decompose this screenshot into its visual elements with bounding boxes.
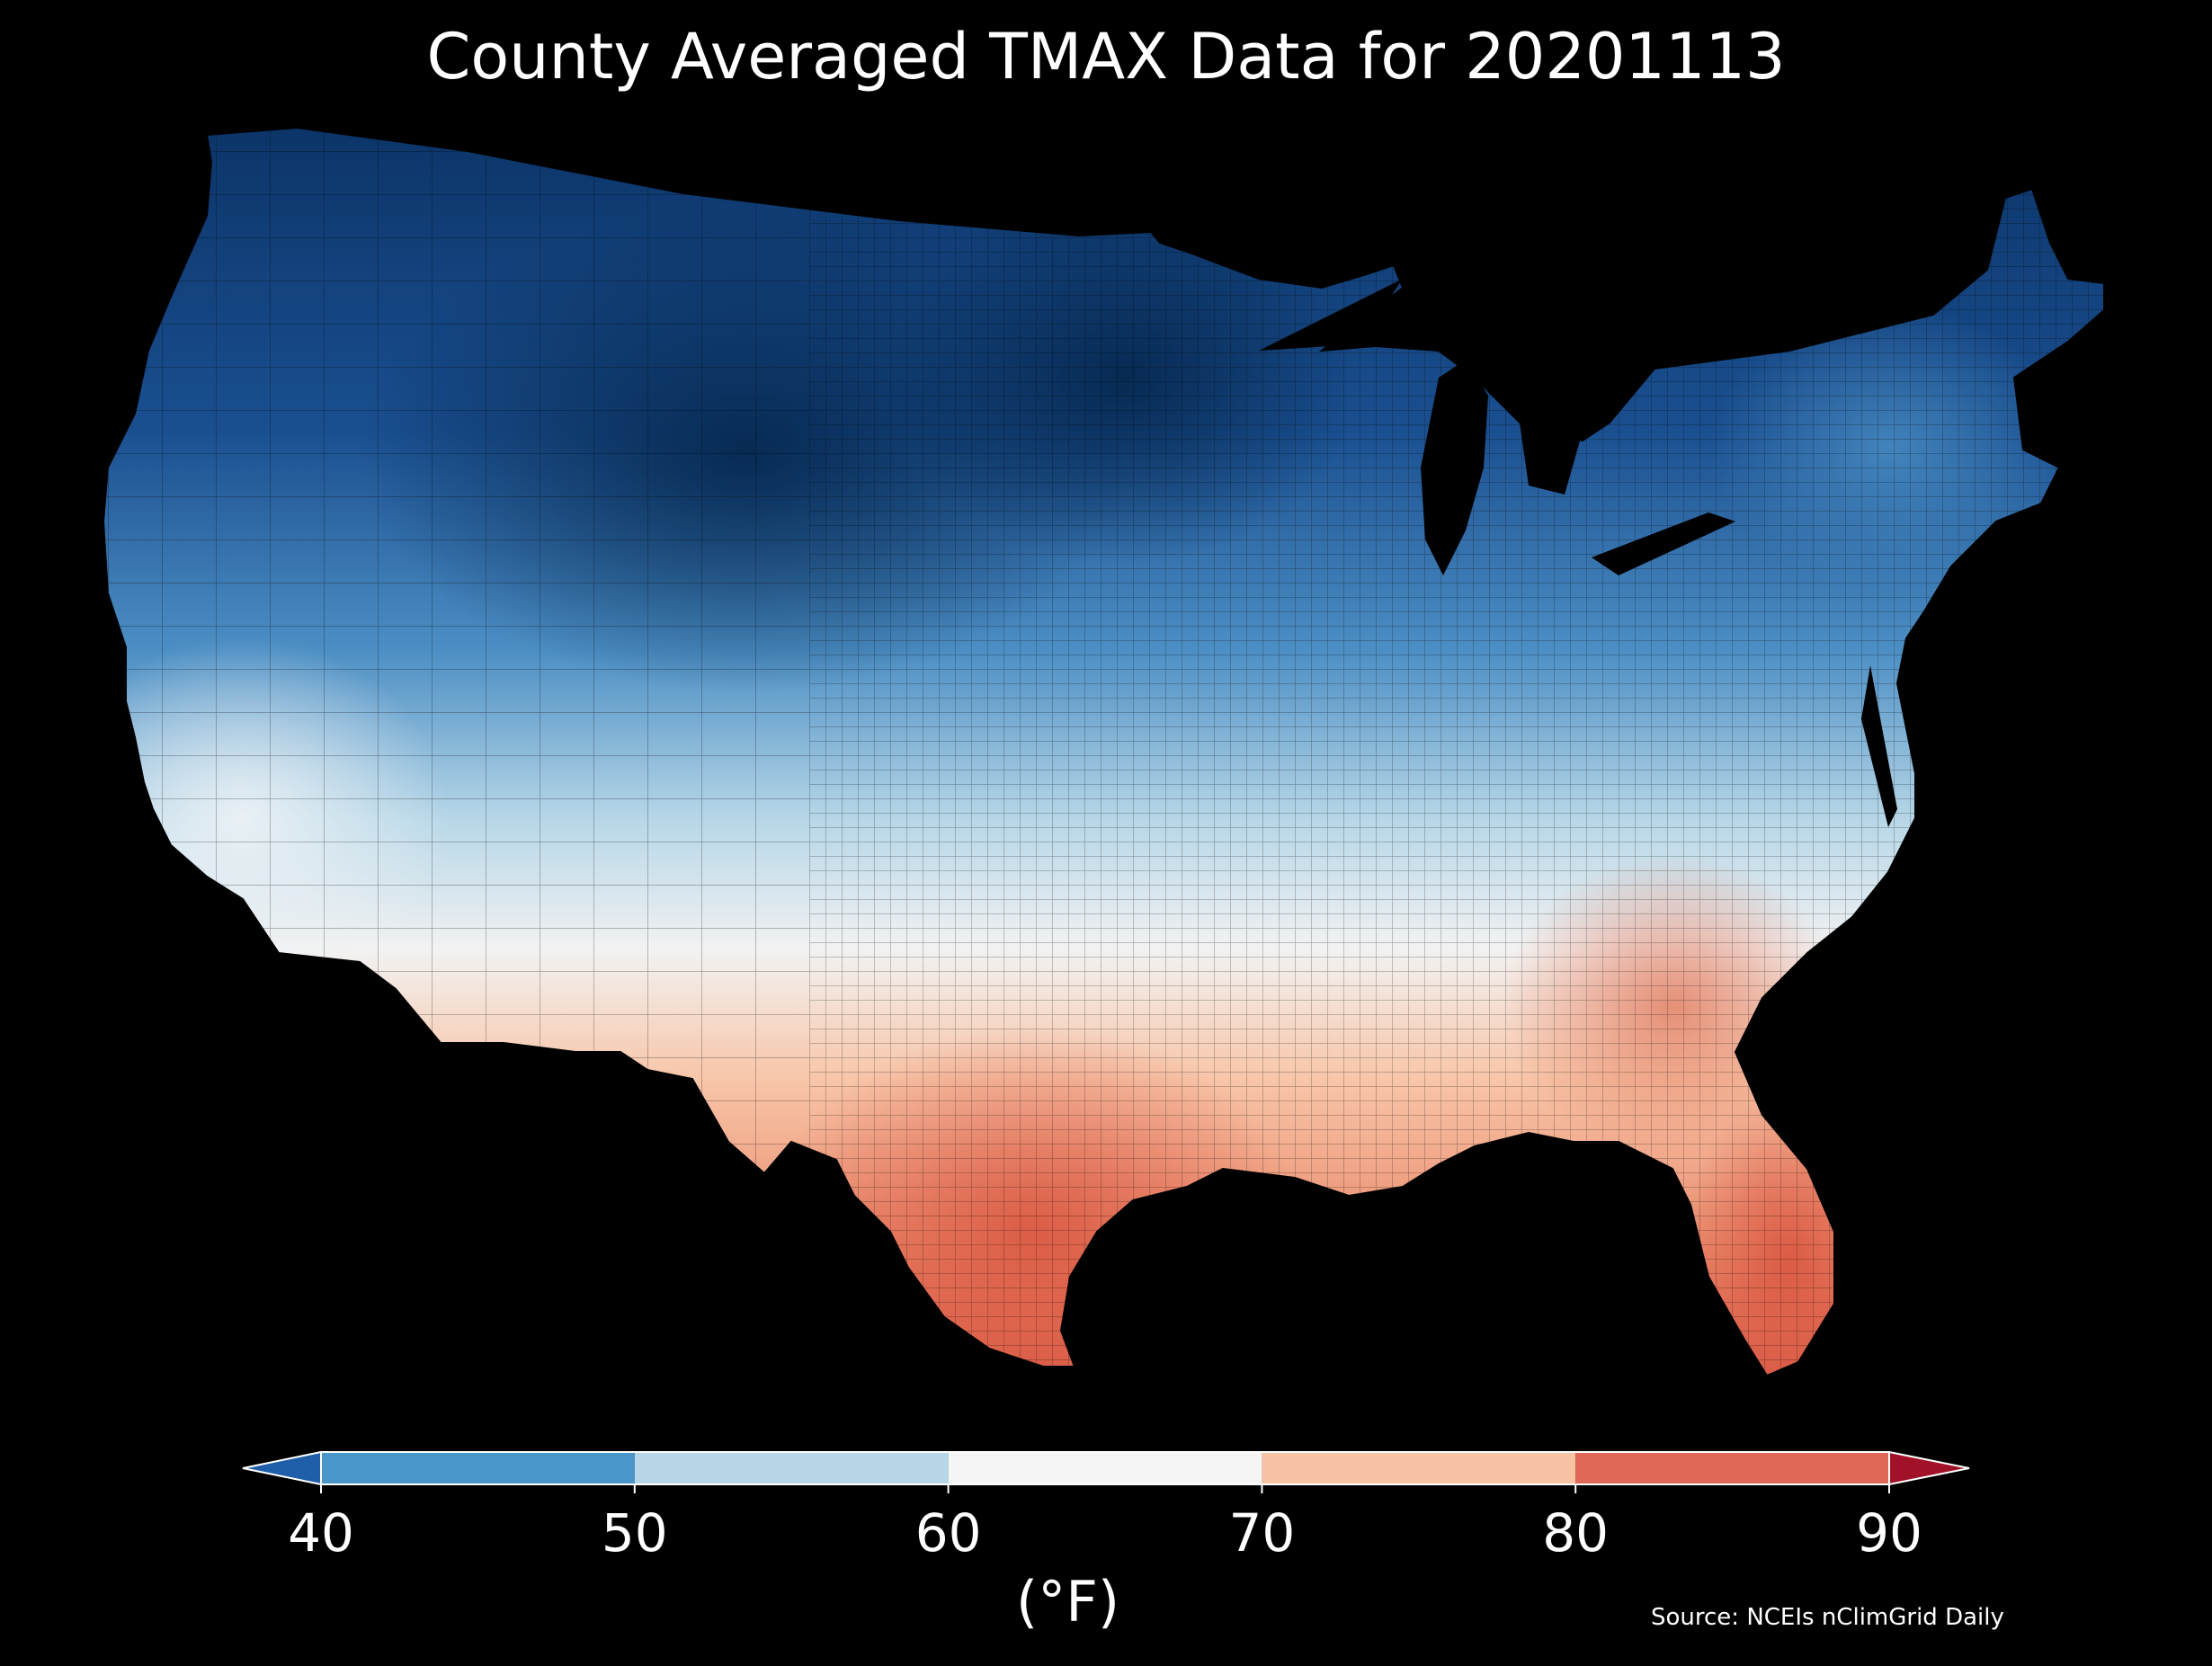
- colorbar-tick-label: 50: [602, 1502, 668, 1564]
- colorbar-bin: [1262, 1452, 1576, 1484]
- colorbar-tick-label: 80: [1542, 1502, 1609, 1564]
- colorbar-tick-label: 70: [1228, 1502, 1295, 1564]
- chesapeake-bay: [1861, 665, 1897, 827]
- colorbar-tick-label: 90: [1856, 1502, 1922, 1564]
- colorbar-tick-label: 40: [288, 1502, 354, 1564]
- colorbar-bin: [1575, 1452, 1889, 1484]
- colorbar: 40 50 60 70 80 90: [242, 1450, 1970, 1564]
- lake-michigan: [1421, 360, 1488, 575]
- source-note: Source: NCEIs nClimGrid Daily: [1651, 1604, 2004, 1631]
- lake-erie: [1592, 512, 1735, 575]
- colorbar-tick-label: 60: [915, 1502, 982, 1564]
- colorbar-bin: [948, 1452, 1262, 1484]
- colorbar-bin: [634, 1452, 949, 1484]
- map-title: County Averaged TMAX Data for 20201113: [426, 20, 1786, 94]
- lake-superior: [1259, 279, 1403, 351]
- colorbar-over-arrow: [1888, 1450, 1970, 1486]
- colorbar-unit-label: (°F): [1016, 1569, 1120, 1635]
- us-county-map: [103, 127, 2105, 1376]
- colorbar-bin: [321, 1452, 635, 1484]
- lake-huron: [1511, 360, 1583, 494]
- colorbar-under-arrow: [242, 1450, 322, 1486]
